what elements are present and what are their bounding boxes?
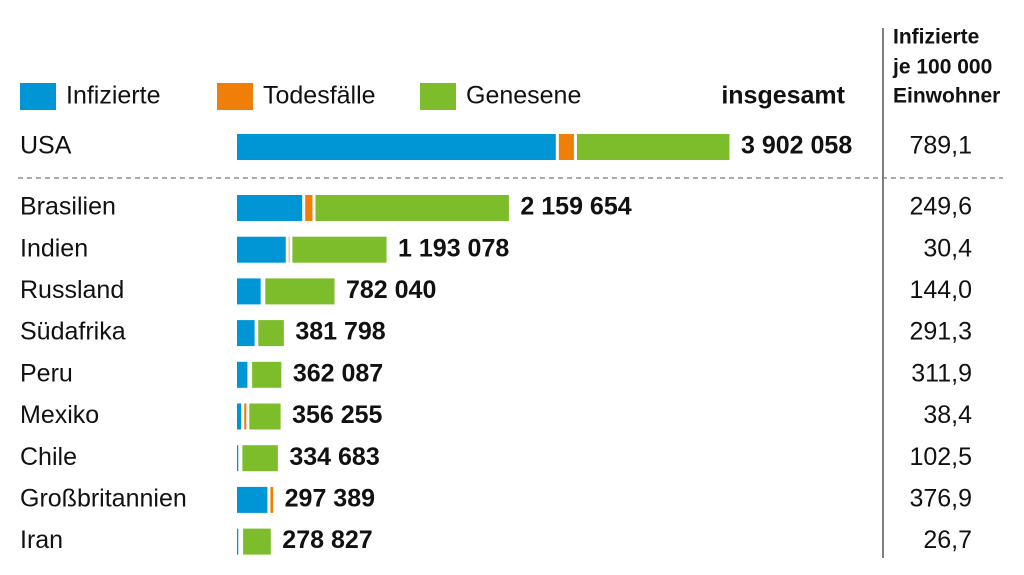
category-label: Indien [20,234,88,262]
total-label: 297 389 [285,485,375,513]
bar-segment [243,528,271,555]
per-100k-label: 38,4 [923,401,972,429]
bar-segment [237,403,242,430]
per-100k-label: 376,9 [909,485,972,513]
bar-segment [249,403,281,430]
total-label: 278 827 [282,526,372,554]
bar-segment [237,445,239,472]
bar-segment [252,361,282,388]
bar-segment [237,361,248,388]
bar-segment [305,195,313,221]
column-header: Einwohner [893,85,1000,108]
bar-segment [242,445,278,472]
bar-segment [265,278,335,305]
category-label: Südafrika [20,318,126,346]
bar-segment [237,236,286,263]
total-label: 3 902 058 [741,132,852,160]
bar-segment [244,403,247,430]
bar-segment [237,195,303,221]
total-label: 334 683 [289,443,379,471]
legend-label: Todesfälle [263,82,376,110]
per-100k-label: 249,6 [909,193,972,221]
totals-header: insgesamt [721,82,845,110]
category-label: Peru [20,359,73,387]
legend-label: Genesene [466,82,581,110]
legend-swatch [217,83,253,110]
column-header: je 100 000 [892,56,992,79]
bar-segment [270,486,274,513]
legend-label: Infizierte [66,82,160,110]
bar-segment [237,528,239,555]
per-100k-label: 789,1 [909,132,972,160]
category-label: Brasilien [20,193,116,221]
bar-segment [558,134,574,160]
bar-segment [237,486,268,513]
per-100k-label: 144,0 [909,276,972,304]
bar-segment [315,195,509,221]
total-label: 2 159 654 [520,193,631,221]
category-label: Mexiko [20,401,99,429]
per-100k-label: 26,7 [923,526,972,554]
bar-segment [237,320,255,347]
bar-segment [237,134,556,160]
total-label: 356 255 [292,401,382,429]
total-label: 381 798 [295,318,385,346]
bar-segment [237,278,261,305]
per-100k-label: 30,4 [923,234,972,262]
category-label: USA [20,132,72,160]
per-100k-label: 291,3 [909,318,972,346]
total-label: 782 040 [346,276,436,304]
total-label: 362 087 [293,359,383,387]
bar-segment [292,236,387,263]
bar-segment [288,236,290,263]
per-100k-label: 311,9 [911,359,972,387]
category-label: Russland [20,276,124,304]
bar-segment [576,134,730,160]
column-header: Infizierte [893,26,979,49]
category-label: Großbritannien [20,485,187,513]
per-100k-label: 102,5 [909,443,972,471]
legend-swatch [20,83,56,110]
total-label: 1 193 078 [398,234,509,262]
category-label: Iran [20,526,63,554]
legend-swatch [420,83,456,110]
category-label: Chile [20,443,77,471]
bar-segment [258,320,284,347]
